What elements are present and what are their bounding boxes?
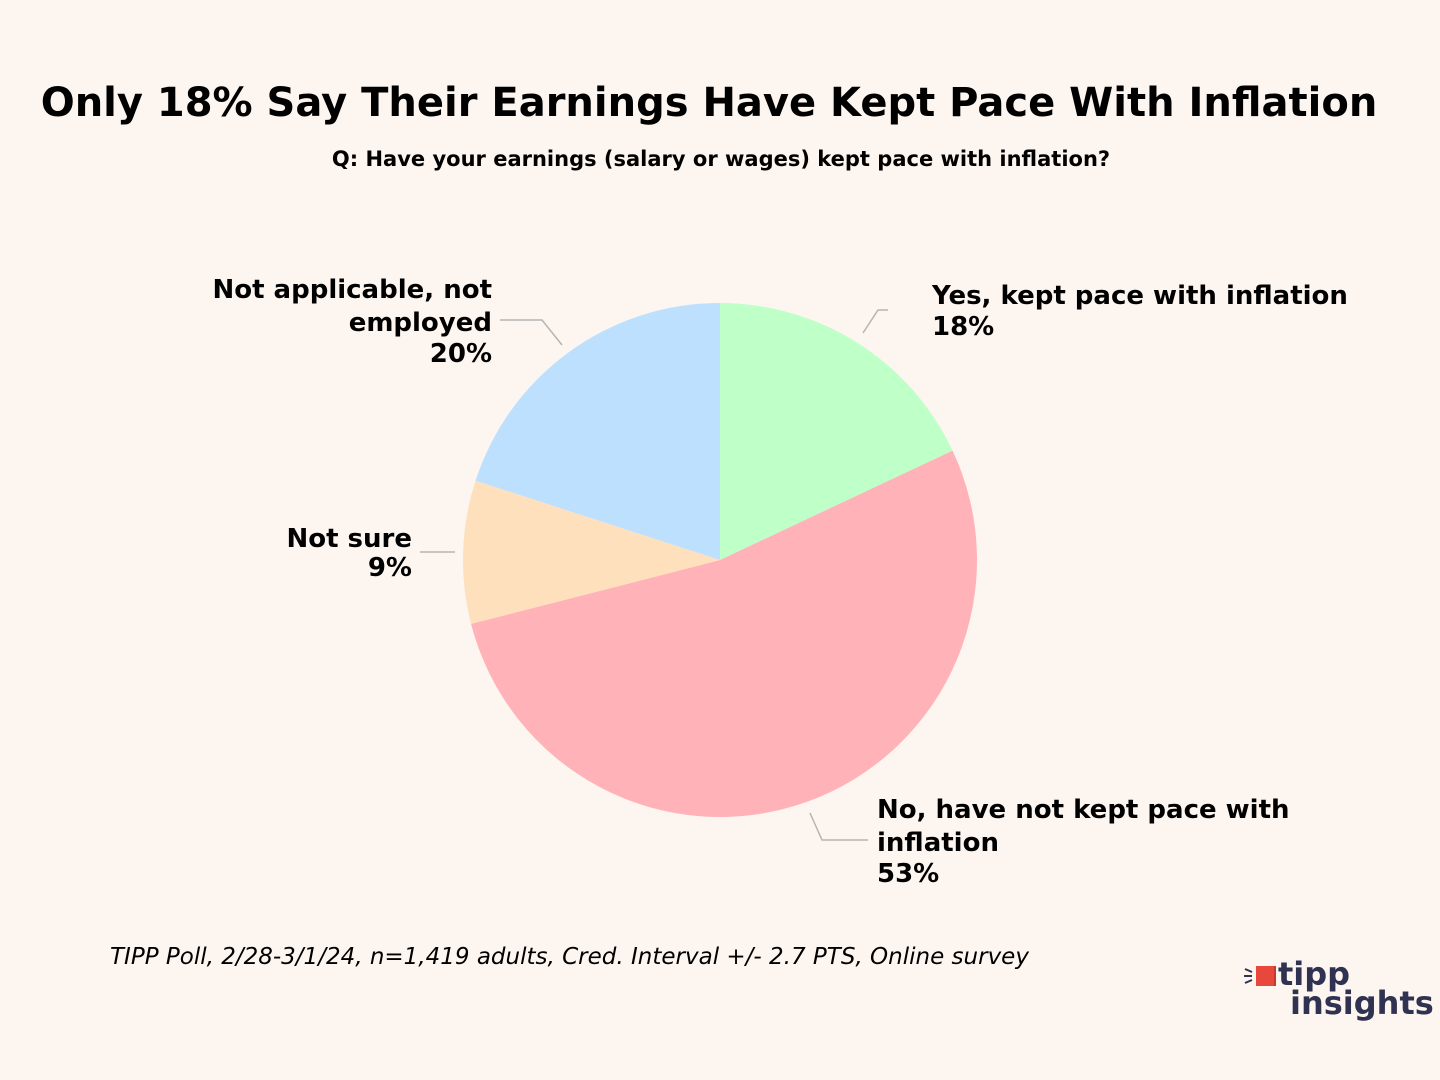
- source-note: TIPP Poll, 2/28-3/1/24, n=1,419 adults, …: [110, 944, 1029, 970]
- slice-label-not-applicable-value: 20%: [429, 339, 492, 369]
- slice-not-applicable: [475, 303, 720, 560]
- slice-yes: [720, 303, 953, 560]
- slice-not-sure: [463, 480, 720, 624]
- megaphone-icon: [1244, 966, 1276, 986]
- slice-label-not-sure: Not sure 9%: [212, 523, 412, 585]
- slice-label-not-applicable: Not applicable, not employed 20%: [212, 274, 492, 371]
- leader-line-no: [809, 812, 868, 841]
- slice-label-no: No, have not kept pace with inflation 53…: [877, 794, 1297, 891]
- tipp-insights-logo: tipp insights: [1242, 955, 1434, 1028]
- slice-label-not-sure-value: 9%: [367, 553, 412, 583]
- leader-line-yes: [862, 309, 888, 334]
- slice-label-yes-value: 18%: [932, 312, 995, 342]
- slice-label-no-text: No, have not kept pace with inflation: [877, 795, 1290, 858]
- slice-label-yes: Yes, kept pace with inflation 18%: [932, 280, 1352, 344]
- slice-label-not-applicable-text: Not applicable, not employed: [212, 275, 492, 338]
- chart-title: Only 18% Say Their Earnings Have Kept Pa…: [40, 80, 1378, 126]
- slice-label-no-value: 53%: [877, 859, 940, 889]
- leader-line-not-applicable: [500, 319, 563, 346]
- slice-label-not-sure-text: Not sure: [286, 524, 412, 554]
- slice-no: [471, 450, 977, 817]
- slice-label-yes-text: Yes, kept pace with inflation: [932, 281, 1348, 311]
- logo-text-tipp: tipp: [1278, 955, 1351, 993]
- logo-text-insights: insights: [1290, 984, 1434, 1022]
- chart-subtitle: Q: Have your earnings (salary or wages) …: [331, 147, 1111, 171]
